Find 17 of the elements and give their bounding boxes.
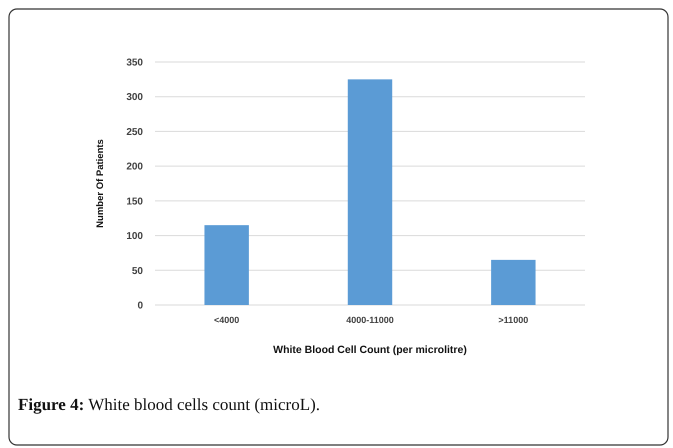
x-tick-label: 4000-11000 <box>346 315 394 325</box>
caption: Figure 4: White blood cells count (microL). <box>18 395 320 414</box>
y-tick-label: 50 <box>132 266 144 277</box>
x-axis-title: White Blood Cell Count (per microlitre) <box>273 344 467 356</box>
y-tick-label: 150 <box>126 196 144 208</box>
bar <box>491 260 536 305</box>
y-tick-label: 300 <box>126 92 144 104</box>
y-tick-label: 200 <box>126 162 144 173</box>
x-tick-label: >11000 <box>498 315 528 325</box>
y-tick-label: 350 <box>126 58 144 68</box>
y-tick-label: 0 <box>137 300 144 312</box>
y-tick-label: 100 <box>126 231 144 242</box>
x-tick-label: <4000 <box>214 315 240 325</box>
y-tick-label: 250 <box>126 126 144 138</box>
y-axis-title: Number Of Patients <box>95 139 106 228</box>
bar <box>204 225 249 305</box>
bar <box>348 79 392 305</box>
